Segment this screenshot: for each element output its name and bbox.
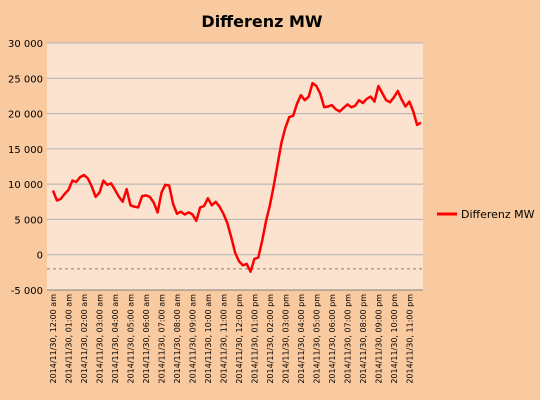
y-tick-label: 0 xyxy=(37,251,43,262)
x-tick-label: 2014/11/30, 12:00 am xyxy=(49,294,58,384)
x-tick-label: 2014/11/30, 10:00 pm xyxy=(390,294,399,384)
x-tick-label: 2014/11/30, 07:00 am xyxy=(157,294,166,384)
y-tick-label: 15 000 xyxy=(8,145,43,156)
legend: Differenz MW xyxy=(437,208,535,221)
y-tick-label: 25 000 xyxy=(8,74,43,85)
x-tick-label: 2014/11/30, 12:00 pm xyxy=(235,294,244,384)
x-tick-label: 2014/11/30, 01:00 pm xyxy=(250,294,259,384)
x-tick-label: 2014/11/30, 10:00 am xyxy=(204,294,213,384)
x-tick-label: 2014/11/30, 09:00 am xyxy=(188,294,197,384)
x-tick-label: 2014/11/30, 04:00 pm xyxy=(297,294,306,384)
x-tick-label: 2014/11/30, 11:00 pm xyxy=(405,294,414,384)
x-tick-label: 2014/11/30, 11:00 am xyxy=(219,294,228,384)
x-tick-label: 2014/11/30, 08:00 pm xyxy=(359,294,368,384)
y-tick-label: 10 000 xyxy=(8,180,43,191)
x-tick-label: 2014/11/30, 03:00 am xyxy=(95,294,104,384)
y-tick-label: -5 000 xyxy=(11,286,43,297)
x-tick-label: 2014/11/30, 06:00 pm xyxy=(328,294,337,384)
x-tick-label: 2014/11/30, 06:00 am xyxy=(142,294,151,384)
legend-label: Differenz MW xyxy=(461,208,535,221)
chart-title: Differenz MW xyxy=(201,12,323,31)
y-tick-label: 20 000 xyxy=(8,110,43,121)
x-tick-label: 2014/11/30, 05:00 pm xyxy=(312,294,321,384)
x-tick-label: 2014/11/30, 04:00 am xyxy=(111,294,120,384)
x-tick-label: 2014/11/30, 02:00 am xyxy=(80,294,89,384)
x-tick-label: 2014/11/30, 08:00 am xyxy=(173,294,182,384)
x-tick-label: 2014/11/30, 05:00 am xyxy=(126,294,135,384)
y-tick-label: 30 000 xyxy=(8,39,43,50)
x-tick-label: 2014/11/30, 09:00 pm xyxy=(374,294,383,384)
series-line-differenz-mw xyxy=(51,81,422,273)
y-tick-label: 5 000 xyxy=(14,215,43,226)
x-tick-label: 2014/11/30, 03:00 pm xyxy=(281,294,290,384)
x-tick-label: 2014/11/30, 01:00 am xyxy=(64,294,73,384)
x-tick-label: 2014/11/30, 07:00 pm xyxy=(343,294,352,384)
x-tick-label: 2014/11/30, 02:00 pm xyxy=(266,294,275,384)
